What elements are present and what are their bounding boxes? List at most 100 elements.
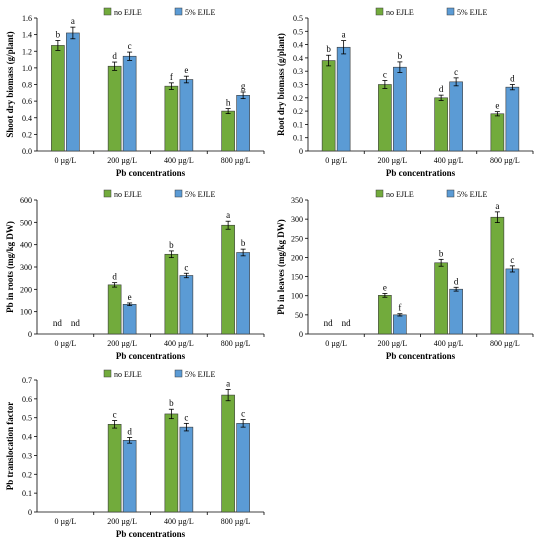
legend-label: no EJLE [386,8,414,17]
legend-label: 5% EJLE [185,190,216,199]
y-tick-label: 200 [291,253,303,262]
legend-swatch [103,7,112,16]
y-tick-label: 300 [20,263,32,272]
significance-label: b [439,248,444,258]
bar [51,45,65,152]
y-tick-label: 0.5 [22,414,32,423]
x-axis-title: Pb concentrations [116,351,186,361]
bar [164,253,179,335]
y-tick-label: 0.7 [22,376,32,385]
bar [378,84,392,152]
x-axis-title: Pb concentrations [386,168,456,178]
bar [449,288,463,335]
x-tick-label: 200 µg/L [107,339,137,348]
legend-swatch [446,7,455,16]
y-axis-title: Root dry biomass (g/plant) [276,33,286,136]
significance-label: g [241,81,246,91]
y-tick-label: 0.5 [293,27,303,36]
x-tick-label: 400 µg/L [434,156,464,165]
legend-swatch [375,7,384,16]
significance-label: b [169,398,174,408]
x-axis-title: Pb concentrations [386,351,456,361]
significance-label: a [71,16,75,26]
x-tick-label: 0 µg/L [55,517,77,526]
legend-swatch [174,369,183,378]
y-tick-label: 0 [299,330,303,339]
significance-label: c [510,255,514,265]
y-tick-label: 0.1 [293,120,303,129]
x-tick-label: 200 µg/L [107,156,137,165]
legend-swatch [103,189,112,198]
chart-root: 0 0.1 0.1 0.2 0.2 0.3 0.3 0.4 0.4 0.5 0.5 Root dry … [276,7,534,178]
significance-label: c [184,262,188,272]
bar [236,423,250,513]
bar [221,110,235,152]
y-axis-title: Pb in roots (mg/kg DW) [5,221,15,313]
significance-label: e [184,65,188,75]
bar [122,440,137,513]
y-tick-label: 0.1 [22,489,32,498]
bar [434,262,448,335]
x-tick-label: 400 µg/L [164,339,194,348]
y-tick-label: 0.6 [22,395,32,404]
bar [236,95,250,152]
bar [393,66,407,152]
y-tick-label: 0.3 [22,451,32,460]
significance-label: b [241,238,246,248]
significance-label: a [495,201,499,211]
x-tick-label: 800 µg/L [490,339,520,348]
x-tick-label: 200 µg/L [378,156,408,165]
x-tick-label: 400 µg/L [164,517,194,526]
bar [434,97,448,152]
bar [321,60,336,152]
y-axis-title: Shoot dry biomass (g/plant) [5,31,15,137]
y-tick-label: 0.2 [22,130,32,139]
legend-label: 5% EJLE [185,370,216,379]
bar [179,275,194,335]
nd-label: nd [53,318,63,328]
legend-label: no EJLE [114,370,142,379]
x-tick-label: 200 µg/L [378,339,408,348]
y-tick-label: 500 [20,218,32,227]
significance-label: b [56,29,61,39]
bar [449,81,463,152]
y-tick-label: 50 [295,311,303,320]
significance-label: a [226,378,230,388]
y-tick-label: 0.0 [22,147,32,156]
y-tick-label: 1.6 [22,14,32,23]
significance-label: c [184,412,188,422]
chart-pbleaves: 0 50 100 150 200 250 300 350 Pb in leaves (mg/kg… [276,189,534,361]
x-axis-title: Pb concentrations [116,168,186,178]
y-tick-label: 350 [291,196,303,205]
significance-label: c [128,41,132,51]
bar [221,224,235,335]
bar [378,295,392,335]
significance-label: b [169,240,174,250]
y-tick-label: 0.4 [293,41,303,50]
chart-pbroots: 0 100 200 300 400 500 600 Pb in roots (mg/kg DW… [5,189,265,361]
legend-label: 5% EJLE [185,8,216,17]
significance-label: d [510,74,515,84]
y-tick-label: 0.1 [293,134,303,143]
significance-label: c [241,409,245,419]
y-tick-label: 0.2 [293,107,303,116]
y-axis-title: Pb in leaves (mg/kg DW) [276,219,286,315]
y-tick-label: 0.4 [22,433,32,442]
bar [66,32,80,152]
legend-swatch [174,7,183,16]
y-tick-label: 150 [291,273,303,282]
x-tick-label: 400 µg/L [164,156,194,165]
significance-label: d [454,276,459,286]
significance-label: h [226,98,231,108]
significance-label: b [326,44,331,54]
y-tick-label: 400 [20,241,32,250]
x-tick-label: 200 µg/L [107,517,137,526]
y-tick-label: 600 [20,196,32,205]
significance-label: f [170,72,173,82]
x-tick-label: 0 µg/L [55,156,77,165]
significance-label: d [127,427,132,437]
legend-swatch [103,369,112,378]
legend-label: 5% EJLE [457,8,488,17]
bar [221,394,235,513]
